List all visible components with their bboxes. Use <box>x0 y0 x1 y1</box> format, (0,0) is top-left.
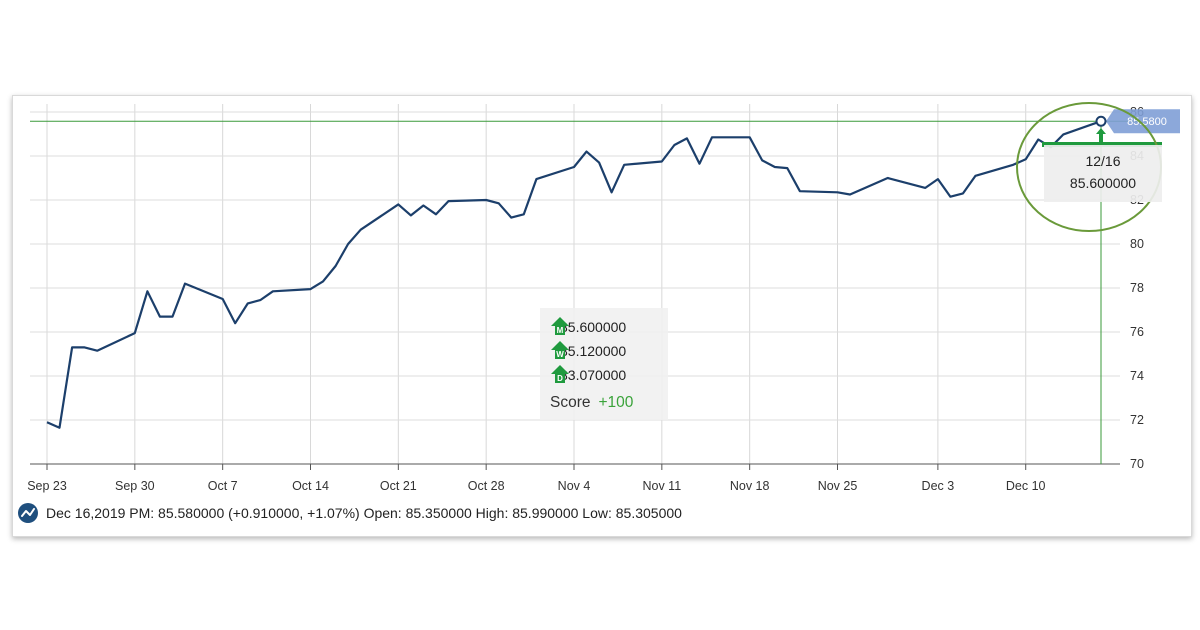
series-group <box>46 120 1102 429</box>
x-tick-label: Nov 18 <box>730 479 770 493</box>
hover-point <box>1095 115 1107 127</box>
signal-panel: M 85.600000 W 85.120000 D 83.070000 Scor… <box>540 308 668 420</box>
x-tick-label: Sep 23 <box>27 479 67 493</box>
y-tick-label: 72 <box>1130 413 1144 427</box>
price-summary-bar: Dec 16,2019 PM: 85.580000 (+0.910000, +1… <box>18 502 682 524</box>
signal-row-monthly: M 85.600000 <box>550 316 626 338</box>
y-tick-label: 80 <box>1130 237 1144 251</box>
signal-value-monthly: 85.600000 <box>560 319 627 335</box>
x-tick-label: Oct 7 <box>208 479 238 493</box>
y-tick-label: 78 <box>1130 281 1144 295</box>
signal-row-weekly: W 85.120000 <box>550 340 626 362</box>
signal-arrow-icon <box>1096 128 1106 142</box>
score-label: Score <box>550 394 591 411</box>
daily-signal-letter: D <box>557 374 563 383</box>
x-tick-label: Sep 30 <box>115 479 155 493</box>
x-tick-label: Nov 11 <box>642 479 681 493</box>
y-tick-label: 76 <box>1130 325 1144 339</box>
y-tick-label: 70 <box>1130 457 1144 471</box>
price-summary-text: Dec 16,2019 PM: 85.580000 (+0.910000, +1… <box>46 505 682 521</box>
daily-signal-icon: D <box>551 365 569 383</box>
x-tick-label: Oct 14 <box>292 479 329 493</box>
hover-value: 85.600000 <box>1069 175 1137 191</box>
weekly-signal-letter: W <box>556 350 564 359</box>
x-tick-label: Dec 3 <box>922 479 955 493</box>
x-tick-labels: Sep 23 Sep 30 Oct 7 Oct 14 Oct 21 Oct 28 Nov 4… <box>27 479 1045 493</box>
signal-bar <box>1042 142 1162 147</box>
monthly-signal-letter: M <box>557 326 564 335</box>
chart-line-logo-icon <box>18 503 38 523</box>
score: Score +100 <box>550 394 633 412</box>
weekly-signal-icon: W <box>551 341 569 359</box>
x-tick-label: Dec 10 <box>1006 479 1046 493</box>
signal-row-daily: D 83.070000 <box>550 364 626 386</box>
monthly-signal-icon: M <box>551 317 569 335</box>
x-tick-label: Nov 25 <box>818 479 858 493</box>
y-tick-label: 74 <box>1130 369 1144 383</box>
x-tick-label: Oct 28 <box>468 479 505 493</box>
hover-tooltip: 12/16 85.600000 <box>1044 145 1162 202</box>
x-tick-label: Nov 4 <box>558 479 591 493</box>
signal-value-weekly: 85.120000 <box>560 343 627 359</box>
axes <box>30 463 1120 470</box>
hover-date: 12/16 <box>1085 153 1121 169</box>
price-tag-label: 85.5800 <box>1127 116 1167 128</box>
price-tag <box>1106 109 1180 134</box>
x-tick-label: Oct 21 <box>380 479 417 493</box>
signal-value-daily: 83.070000 <box>560 367 627 383</box>
score-value: +100 <box>598 394 634 411</box>
series-line <box>46 120 1102 429</box>
